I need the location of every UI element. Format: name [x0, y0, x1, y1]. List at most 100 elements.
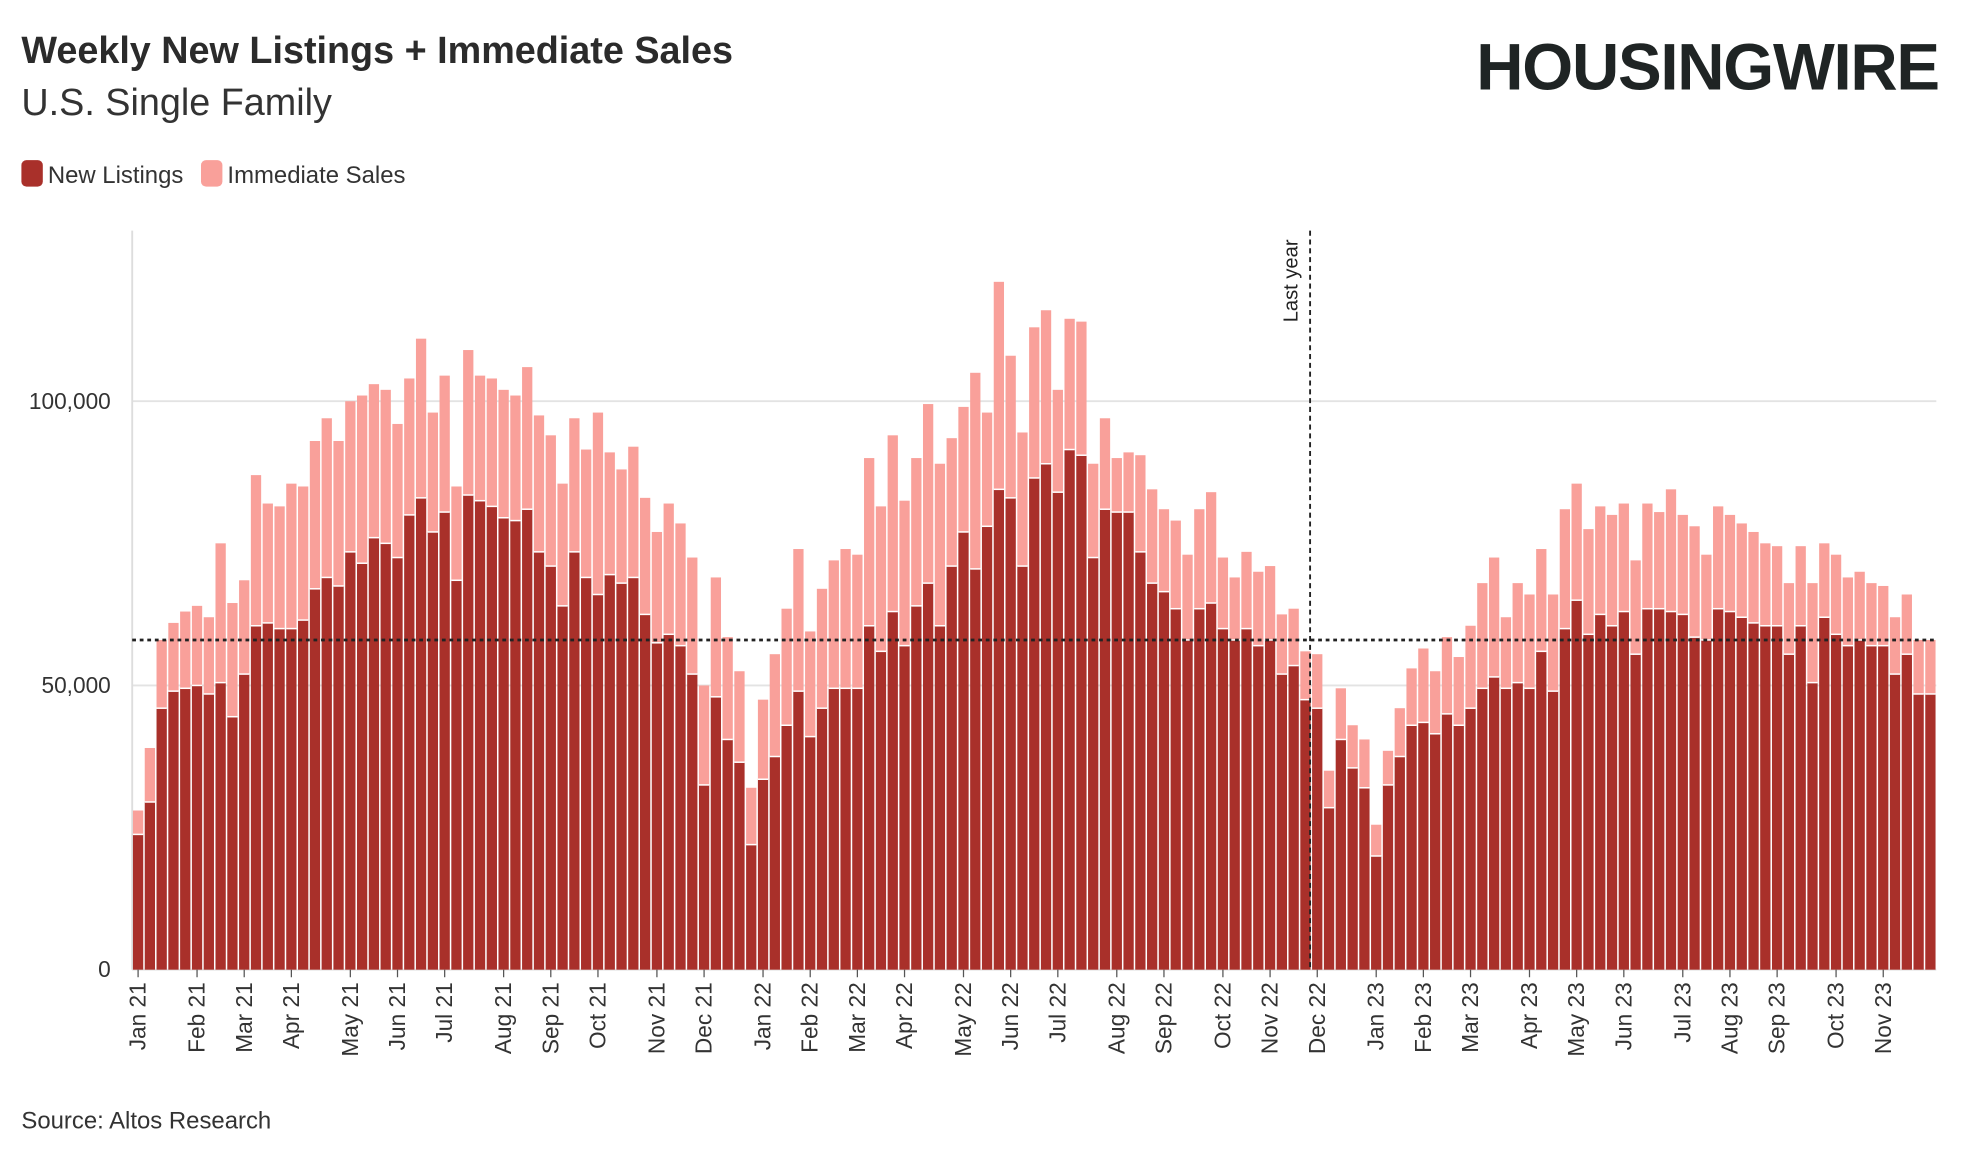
x-tick-label: May 23 — [1563, 982, 1589, 1056]
bar-segment — [1642, 503, 1653, 609]
bar-segment — [946, 566, 957, 970]
bar-segment — [1099, 418, 1111, 510]
x-tick-label: Mar 23 — [1457, 982, 1483, 1053]
bar-segment — [1618, 611, 1629, 970]
bar-segment — [1359, 787, 1370, 970]
bar-segment — [1819, 617, 1830, 970]
bar-segment — [1264, 566, 1276, 640]
bar-segment — [922, 583, 934, 970]
bar-segment — [203, 693, 214, 970]
bar-segment — [1029, 477, 1040, 970]
bar-segment — [427, 412, 439, 532]
bar-segment — [1913, 693, 1924, 970]
bar-segment — [1524, 688, 1535, 970]
x-tick-label: Aug 22 — [1103, 982, 1129, 1054]
x-tick-label: May 21 — [337, 982, 363, 1056]
bar-segment — [463, 350, 474, 496]
bar-segment — [1276, 614, 1288, 675]
bar-segment — [1654, 608, 1665, 970]
bar-segment — [1394, 708, 1405, 757]
bar-segment — [1830, 554, 1842, 635]
bar-segment — [816, 588, 828, 709]
bar-segment — [404, 378, 415, 515]
bar-segment — [887, 611, 898, 970]
bar-segment — [569, 551, 580, 970]
bar-segment — [899, 500, 910, 646]
x-tick-label: Aug 21 — [490, 982, 516, 1054]
bar-segment — [1418, 722, 1429, 970]
bar-segment — [1406, 725, 1417, 970]
x-tick-label: Jun 23 — [1610, 982, 1636, 1050]
bar-segment — [1441, 713, 1453, 970]
bar-segment — [1323, 807, 1335, 970]
bar-segment — [1536, 651, 1547, 970]
bar-segment — [1642, 608, 1653, 970]
bar-segment — [1182, 554, 1193, 640]
bar-segment — [1430, 733, 1441, 970]
bar-segment — [1170, 608, 1181, 970]
bar-segment — [1571, 600, 1582, 970]
bar-segment — [474, 500, 486, 970]
x-tick-label: Sep 21 — [537, 982, 563, 1054]
bar-segment — [970, 568, 981, 970]
bar-segment — [1076, 455, 1087, 970]
bar-segment — [1713, 506, 1724, 609]
bar-segment — [1300, 651, 1311, 700]
bar-segment — [1819, 543, 1830, 618]
bar-segment — [958, 406, 969, 532]
bar-segment — [1488, 676, 1500, 970]
bar-segment — [1229, 577, 1240, 640]
bar-segment — [1441, 637, 1453, 714]
bar-segment — [651, 531, 663, 643]
bar-segment — [958, 531, 969, 970]
bar-segment — [191, 685, 203, 970]
bar-segment — [522, 509, 533, 970]
bar-segment — [144, 801, 156, 970]
bar-segment — [628, 446, 639, 578]
bar-segment — [474, 375, 486, 501]
bar-segment — [1477, 583, 1488, 689]
bar-segment — [451, 486, 462, 581]
bar-segment — [1465, 625, 1476, 709]
legend-label: Immediate Sales — [227, 162, 405, 189]
bar-segment — [156, 639, 167, 709]
bar-segment — [722, 637, 733, 740]
bar-segment — [1076, 321, 1087, 456]
bar-segment — [1736, 523, 1747, 618]
bar-segment — [356, 563, 368, 970]
bar-segment — [757, 779, 769, 970]
bar-segment — [1394, 756, 1405, 970]
bar-segment — [321, 577, 332, 970]
y-tick-label: 100,000 — [29, 388, 111, 414]
bar-segment — [993, 281, 1005, 490]
bar-segment — [1771, 625, 1783, 970]
bar-segment — [368, 384, 380, 538]
bar-segment — [875, 506, 887, 652]
x-tick-label: Oct 23 — [1823, 982, 1849, 1049]
bar-segment — [1029, 327, 1040, 478]
bar-segment — [816, 708, 828, 970]
x-tick-label: Jun 21 — [384, 982, 410, 1050]
bar-segment — [981, 412, 993, 527]
bar-segment — [1500, 617, 1512, 689]
bar-segment — [1406, 668, 1417, 726]
bar-segment — [1689, 637, 1700, 970]
bar-segment — [1713, 608, 1724, 970]
bar-segment — [1665, 611, 1677, 970]
bar-segment — [1842, 577, 1854, 646]
bar-segment — [1748, 622, 1759, 970]
bar-segment — [922, 404, 934, 584]
bar-segment — [769, 654, 780, 757]
x-tick-label: Jul 21 — [431, 982, 457, 1042]
bar-segment — [639, 497, 651, 615]
bar-segment — [298, 620, 309, 970]
bar-segment — [722, 739, 733, 970]
bar-segment — [286, 628, 297, 970]
bar-segment — [616, 583, 627, 970]
bar-segment — [1866, 645, 1877, 970]
bar-segment — [1217, 557, 1229, 629]
bar-segment — [1477, 688, 1488, 970]
x-tick-label: Jan 23 — [1363, 982, 1389, 1050]
bar-segment — [1512, 682, 1523, 970]
bar-segment — [663, 503, 674, 635]
